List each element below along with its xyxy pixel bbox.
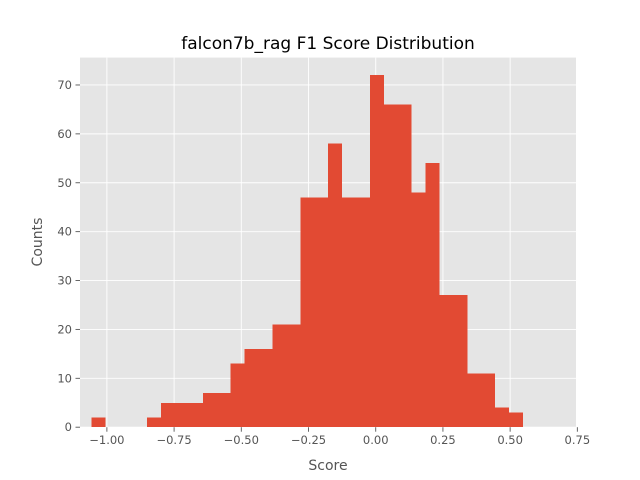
x-tick-label: −0.25 [291,433,326,447]
histogram-bar [397,104,412,428]
histogram-bar [286,324,301,428]
histogram-bar [230,363,245,428]
histogram-bar [258,348,273,428]
x-tick-label: 0.00 [363,433,389,447]
histogram-bar [314,197,329,428]
x-axis-ticks: −1.00 −0.75 −0.50 −0.25 0.00 0.25 0.50 0.75 [89,427,590,447]
histogram-bars [91,75,524,428]
chart-title: falcon7b_rag F1 Score Distribution [181,34,475,54]
y-tick-label: 70 [57,78,72,92]
histogram-bar [272,324,287,428]
histogram-bar [439,295,454,428]
y-tick-label: 20 [57,322,72,336]
histogram-bar [453,295,468,428]
x-tick-label: −1.00 [89,433,124,447]
histogram-bar [509,412,524,428]
histogram-bar [300,197,315,428]
histogram-bar [328,143,343,428]
histogram-bar [467,373,482,428]
x-tick-label: 0.25 [430,433,456,447]
x-tick-label: −0.50 [224,433,259,447]
histogram-bar [188,402,203,428]
histogram-bar [342,197,356,428]
histogram-bar [411,192,426,428]
histogram-bar [216,392,231,428]
x-tick-label: 0.50 [497,433,523,447]
y-axis-ticks: 0 10 20 30 40 50 60 70 [57,78,80,434]
y-axis-label: Counts [30,218,46,267]
y-tick-label: 0 [65,420,72,434]
histogram-bar [425,163,440,428]
histogram-bar [383,104,398,428]
y-tick-label: 50 [57,176,72,190]
y-tick-label: 10 [57,371,72,385]
histogram-bar [161,402,175,428]
histogram-bar [495,407,510,428]
histogram-bar [91,417,106,428]
y-tick-label: 30 [57,274,72,288]
histogram-bar [147,417,162,428]
x-axis-label: Score [308,458,347,474]
histogram-bar [202,392,217,428]
x-tick-label: −0.75 [156,433,191,447]
histogram-bar [481,373,496,428]
y-tick-label: 40 [57,225,72,239]
histogram-bar [355,197,370,428]
histogram-bar [244,348,259,428]
x-tick-label: 0.75 [565,433,591,447]
histogram-bar [369,75,384,428]
histogram-bar [174,402,189,428]
y-tick-label: 60 [57,127,72,141]
